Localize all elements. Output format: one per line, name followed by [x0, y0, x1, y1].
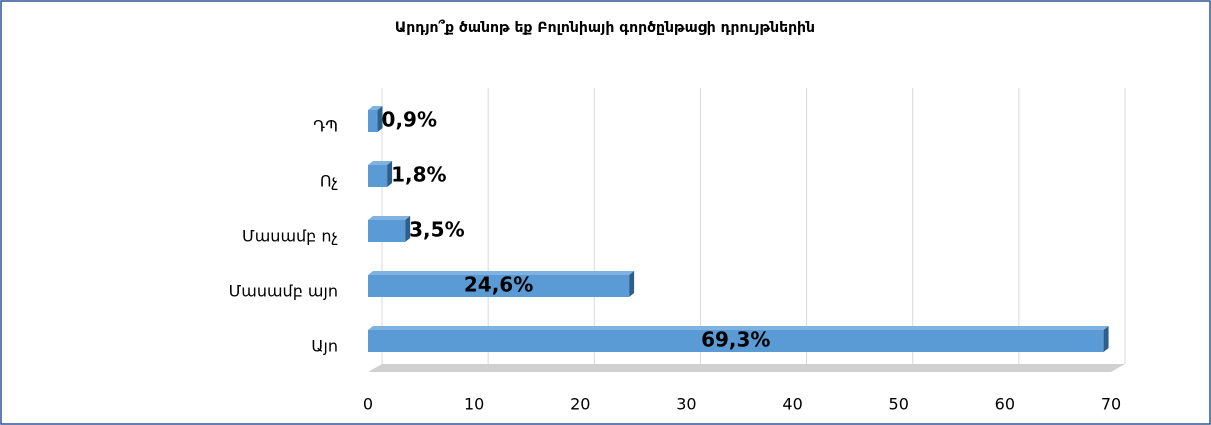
- bar-side: [629, 271, 635, 297]
- bar: [368, 220, 406, 242]
- x-tick-label: 20: [570, 395, 590, 414]
- bar-top: [368, 161, 393, 165]
- x-tick-label: 40: [782, 395, 802, 414]
- value-label: 0,9%: [382, 108, 437, 132]
- bar: [368, 110, 378, 132]
- bar-top: [368, 326, 1109, 330]
- bar-side: [405, 216, 411, 242]
- x-tick-label: 50: [889, 395, 909, 414]
- x-tick-label: 10: [464, 395, 484, 414]
- y-tick-label: ԴՊ: [313, 117, 338, 136]
- x-tick-label: 60: [995, 395, 1015, 414]
- bar-side: [377, 106, 383, 132]
- y-tick-label: Այո: [311, 337, 338, 356]
- value-label: 69,3%: [701, 328, 770, 352]
- value-label: 24,6%: [464, 273, 533, 297]
- floor: [368, 364, 1125, 372]
- bar: [368, 275, 630, 297]
- chart-title: Արդյո՞ք ծանոթ եք Բոլոնիայի գործընթացի դր…: [395, 19, 815, 36]
- bar-top: [368, 106, 383, 110]
- y-tick-label: Ոչ: [320, 172, 338, 191]
- bar-top: [368, 271, 635, 275]
- bar-side: [1103, 326, 1109, 352]
- bar: [368, 330, 1104, 352]
- y-tick-label: Մասամբ այո: [229, 282, 338, 301]
- x-tick-label: 0: [363, 395, 373, 414]
- value-label: 1,8%: [391, 163, 446, 187]
- x-tick-label: 70: [1101, 395, 1121, 414]
- x-tick-label: 30: [676, 395, 696, 414]
- bar-side: [387, 161, 393, 187]
- y-tick-label: Մասամբ ոչ: [242, 227, 338, 246]
- bar-top: [368, 216, 411, 220]
- value-label: 3,5%: [409, 218, 464, 242]
- bar: [368, 165, 388, 187]
